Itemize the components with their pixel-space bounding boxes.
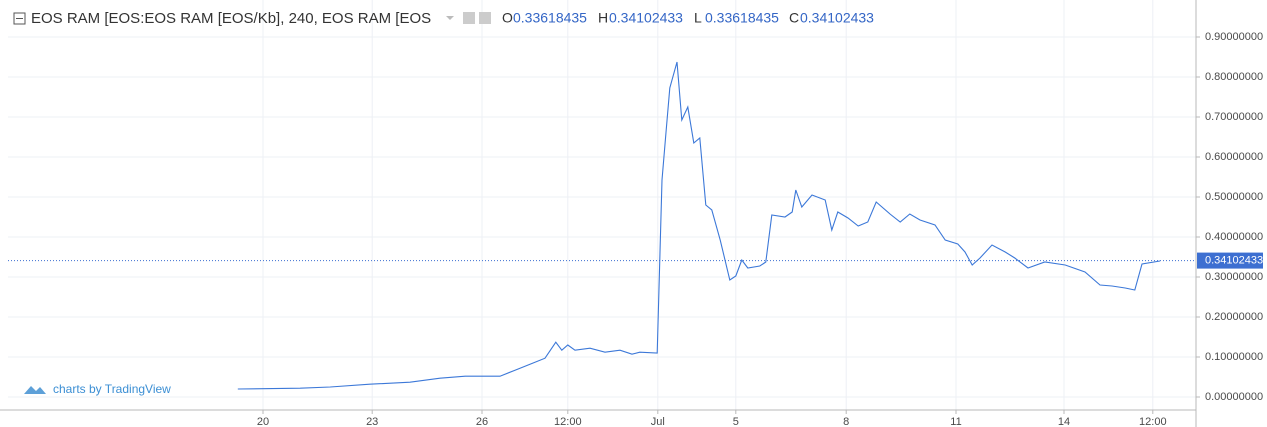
- x-tick-label: 12:00: [1139, 416, 1167, 427]
- eye-icon[interactable]: [463, 12, 475, 24]
- last-price-label: 0.34102433: [1205, 254, 1263, 266]
- watermark: charts by TradingView: [24, 382, 171, 396]
- dropdown-icon[interactable]: [446, 16, 454, 20]
- ohlc-label: L: [694, 10, 702, 26]
- y-tick-label: 0.40000000: [1205, 231, 1263, 243]
- ohlc-value: 0.33618435: [705, 10, 779, 26]
- y-tick-label: 0.90000000: [1205, 31, 1263, 43]
- ohlc-value: 0.34102433: [800, 10, 874, 26]
- settings-icon[interactable]: [479, 12, 491, 24]
- y-tick-label: 0.80000000: [1205, 71, 1263, 83]
- x-tick-label: 12:00: [554, 416, 582, 427]
- price-line: [237, 61, 1161, 390]
- y-tick-label: 0.10000000: [1205, 351, 1263, 363]
- legend-header: EOS RAM [EOS:EOS RAM [EOS/Kb], 240, EOS …: [13, 10, 874, 27]
- y-tick-label: 0.60000000: [1205, 151, 1263, 163]
- x-tick-label: 23: [366, 416, 378, 427]
- y-tick-label: 0.30000000: [1205, 271, 1263, 283]
- ohlc-value: 0.34102433: [609, 10, 683, 26]
- x-tick-label: 20: [257, 416, 269, 427]
- grid: [8, 0, 1196, 410]
- y-tick-label: 0.50000000: [1205, 191, 1263, 203]
- symbol-title: EOS RAM [EOS:EOS RAM [EOS/Kb], 240, EOS …: [31, 10, 431, 27]
- y-tick-label: 0.00000000: [1205, 391, 1263, 403]
- x-tick-label: 5: [733, 416, 739, 427]
- ohlc-label: O: [502, 10, 513, 26]
- plot: [8, 61, 1196, 390]
- x-tick-label: 26: [476, 416, 488, 427]
- x-tick-label: 8: [843, 416, 849, 427]
- ohlc-value: 0.33618435: [513, 10, 587, 26]
- ohlc-label: C: [789, 10, 799, 26]
- last-price-box: [1197, 252, 1263, 269]
- x-tick-label: Jul: [651, 416, 665, 427]
- watermark-text: charts by TradingView: [53, 382, 171, 396]
- x-tick-label: 14: [1058, 416, 1070, 427]
- ohlc-label: H: [598, 10, 608, 26]
- y-tick-label: 0.20000000: [1205, 311, 1263, 323]
- y-tick-label: 0.70000000: [1205, 111, 1263, 123]
- x-tick-label: 11: [950, 416, 961, 427]
- watermark-logo: [24, 386, 46, 394]
